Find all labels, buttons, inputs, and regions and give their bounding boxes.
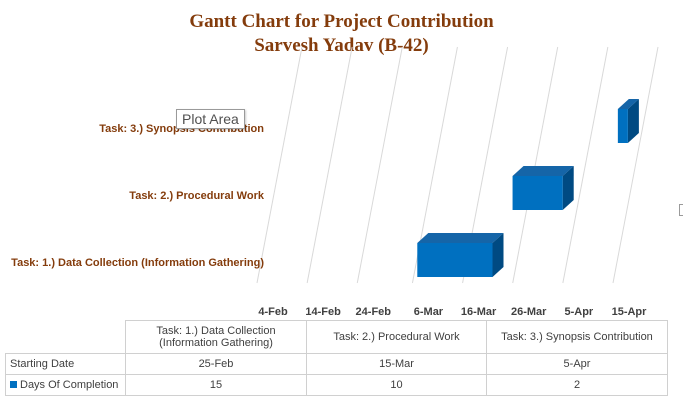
data-table-cell: 10	[306, 374, 487, 396]
data-table-cell: 15	[125, 374, 307, 396]
data-table-row-label-text: Days Of Completion	[20, 379, 119, 391]
gridline	[256, 46, 303, 284]
bar-top	[512, 166, 574, 176]
data-table-header-task2: Task: 2.) Procedural Work	[306, 320, 487, 354]
bar-side	[492, 233, 504, 277]
bar-top	[617, 99, 639, 109]
x-tick-label: 26-Mar	[511, 306, 547, 318]
bar	[417, 243, 493, 277]
x-tick-label: 15-Apr	[612, 306, 648, 318]
data-table-header-task1: Task: 1.) Data Collection (Information G…	[125, 320, 307, 354]
bar-top	[417, 233, 504, 243]
data-table-cell: 5-Apr	[486, 353, 668, 375]
data-table-cell: 25-Feb	[125, 353, 307, 375]
x-tick-label: 6-Mar	[414, 306, 444, 318]
data-table: Task: 1.) Data Collection (Information G…	[5, 320, 668, 396]
x-tick-label: 5-Apr	[564, 306, 593, 318]
x-tick-label: 14-Feb	[305, 306, 341, 318]
bar	[617, 109, 628, 143]
data-table-corner	[5, 320, 126, 354]
x-tick-label: 24-Feb	[356, 306, 392, 318]
data-table-cell: 2	[486, 374, 668, 396]
category-label: Task: 1.) Data Collection (Information G…	[11, 257, 264, 269]
gridline	[356, 46, 403, 284]
x-tick-label: 4-Feb	[258, 306, 288, 318]
plot-area-tooltip: Plot Area	[176, 109, 245, 129]
bar-side	[627, 99, 639, 143]
gantt-chart[interactable]: 4-Feb 14-Feb 24-Feb 6-Mar 16-Mar 26-Mar 5-Apr 1…	[0, 0, 683, 320]
chart-title-line1: Gantt Chart for Project Contribution	[189, 11, 494, 32]
gridline	[306, 46, 353, 284]
data-table-row-label: Starting Date	[5, 353, 126, 375]
chart-title-line2: Sarvesh Yadav (B-42)	[254, 35, 429, 56]
data-table-row-label: Days Of Completion	[5, 374, 126, 396]
gridline	[512, 46, 559, 284]
resize-handle-icon[interactable]	[679, 204, 683, 216]
legend-key-icon	[10, 381, 17, 388]
data-table-row-days: Days Of Completion 15 10 2	[5, 374, 668, 396]
data-table-cell: 15-Mar	[306, 353, 487, 375]
data-table-row-start: Starting Date 25-Feb 15-Mar 5-Apr	[5, 353, 668, 375]
bar-side	[562, 166, 574, 210]
gridline	[612, 46, 659, 284]
bar	[512, 176, 563, 210]
data-table-header-task3: Task: 3.) Synopsis Contribution	[486, 320, 668, 354]
x-tick-label: 16-Mar	[461, 306, 497, 318]
data-table-header-row: Task: 1.) Data Collection (Information G…	[5, 320, 668, 354]
category-label: Task: 2.) Procedural Work	[129, 190, 265, 202]
gridline	[562, 46, 609, 284]
